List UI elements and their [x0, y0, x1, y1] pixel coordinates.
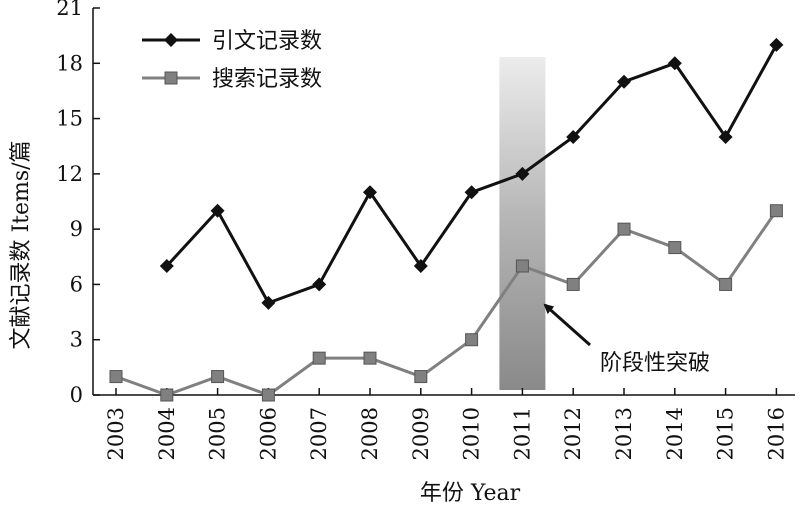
data-point	[312, 277, 327, 292]
data-point	[769, 37, 784, 52]
legend-item: 搜索记录数	[142, 67, 322, 92]
data-point	[617, 74, 631, 89]
series-layer	[109, 37, 784, 402]
x-tick-label: 2003	[104, 407, 128, 460]
x-tick-label: 2010	[460, 407, 484, 460]
data-point	[109, 370, 123, 384]
y-tick-label: 18	[56, 51, 83, 75]
x-tick-label: 2015	[714, 407, 738, 460]
x-axis-title: 年份 Year	[420, 481, 521, 506]
x-tick-label: 2005	[206, 407, 230, 460]
data-point	[465, 333, 479, 347]
series-1	[159, 37, 784, 310]
y-tick-label: 9	[70, 217, 83, 241]
data-point	[261, 295, 276, 310]
data-point	[769, 204, 783, 218]
x-tick-label: 2009	[409, 407, 433, 460]
data-point	[566, 277, 580, 291]
legend-marker	[164, 71, 178, 85]
x-tick-label: 2008	[358, 407, 382, 460]
x-tick-label: 2013	[612, 407, 636, 460]
data-point	[160, 388, 174, 402]
data-point	[159, 259, 174, 273]
legend-item: 引文记录数	[142, 29, 322, 54]
x-tick-label: 2016	[764, 407, 788, 460]
data-point	[363, 351, 377, 365]
x-tick-label: 2007	[307, 407, 331, 460]
annotation-label: 阶段性突破	[600, 351, 710, 376]
x-tick-label: 2004	[155, 407, 179, 460]
data-point	[515, 259, 529, 273]
data-point	[515, 166, 530, 181]
y-tick-label: 6	[70, 272, 83, 296]
legend-marker	[164, 33, 178, 47]
y-tick-label: 0	[70, 383, 83, 407]
data-point	[719, 277, 733, 291]
highlight-band	[499, 57, 546, 390]
y-ticks: 0 3 6 9 12 15 18 21	[56, 0, 100, 407]
axes	[92, 8, 795, 396]
y-axis-title: 文献记录数 Items/篇	[9, 140, 34, 349]
data-point	[617, 222, 631, 236]
data-point	[718, 130, 733, 144]
data-point	[566, 130, 581, 144]
data-point	[312, 351, 326, 365]
data-point	[667, 56, 682, 71]
y-tick-label: 21	[56, 0, 83, 20]
annotation: 阶段性突破	[543, 303, 710, 376]
series-2	[109, 204, 783, 402]
data-point	[413, 259, 428, 273]
y-tick-label: 15	[56, 107, 83, 131]
x-tick-label: 2011	[510, 407, 534, 460]
y-tick-label: 12	[56, 162, 83, 186]
annotation-arrow	[543, 303, 591, 347]
data-point	[261, 388, 275, 402]
y-tick-label: 3	[70, 328, 83, 352]
x-tick-label: 2006	[256, 407, 280, 460]
data-point	[668, 241, 682, 255]
series-line	[115, 209, 778, 397]
data-point	[210, 203, 225, 218]
data-point	[414, 370, 428, 384]
x-ticks: 2003 2004 2005 2006 2007 2008 2009 2010 2011 2012…	[104, 388, 788, 460]
x-tick-label: 2012	[561, 407, 585, 460]
legend-label: 引文记录数	[212, 29, 322, 54]
data-point	[464, 185, 479, 200]
x-tick-label: 2014	[663, 407, 687, 460]
data-point	[363, 185, 377, 200]
legend-label: 搜索记录数	[212, 67, 322, 92]
data-point	[211, 370, 225, 384]
